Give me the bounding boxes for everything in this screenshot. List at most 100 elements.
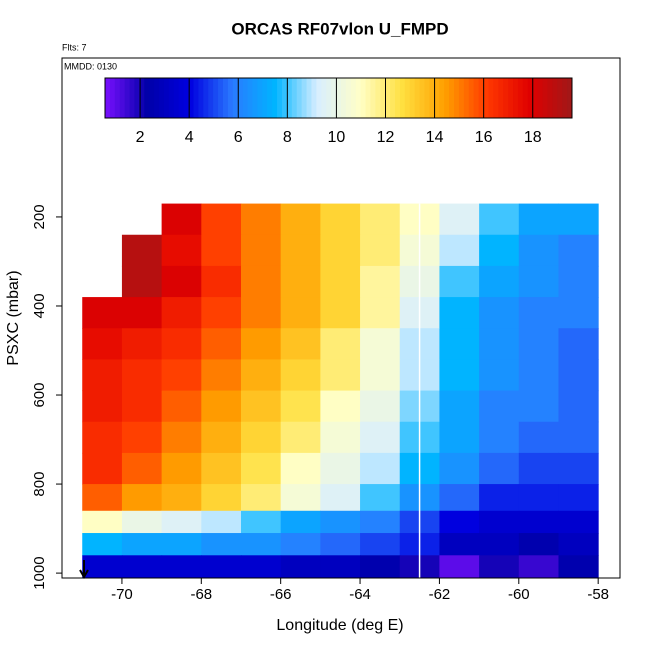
colorbar-band [429, 78, 435, 118]
x-tick-label: -68 [190, 586, 212, 603]
heat-cell [121, 359, 163, 392]
colorbar-band [522, 78, 529, 118]
colorbar-band [380, 78, 386, 118]
heat-cell [320, 234, 361, 267]
heat-cell [479, 510, 520, 534]
heat-cell [82, 390, 123, 423]
heat-cell [320, 203, 361, 236]
heat-cell [479, 452, 520, 485]
colorbar-band [154, 78, 160, 118]
colorbar-band [365, 78, 371, 118]
heat-cell [240, 510, 282, 534]
heat-cell [161, 510, 202, 534]
heat-cell [320, 510, 361, 534]
y-tick-label: 800 [31, 472, 48, 497]
y-tick-label: 600 [31, 383, 48, 408]
heat-cell [558, 265, 599, 298]
heat-cell [558, 203, 599, 236]
colorbar-band [454, 78, 460, 118]
heat-cell [280, 328, 321, 360]
colorbar-band [163, 78, 170, 118]
colorbar-band [395, 78, 401, 118]
heat-cell [439, 359, 480, 392]
heat-cell [240, 328, 282, 360]
heat-cell [121, 297, 163, 329]
heat-cell [558, 421, 599, 454]
heat-cell [479, 265, 520, 298]
heat-cell [360, 297, 401, 329]
heat-cell [439, 328, 480, 360]
heat-cell [240, 234, 282, 267]
colorbar-band [129, 78, 135, 118]
heat-cell [280, 421, 321, 454]
heat-cell [320, 555, 361, 579]
heat-cell [518, 297, 559, 329]
heat-cell [240, 421, 282, 454]
heat-cell [82, 359, 123, 392]
colorbar-tick-label: 12 [377, 129, 395, 146]
heat-cell [201, 234, 242, 267]
colorbar-band [493, 78, 499, 118]
heat-cell [161, 421, 202, 454]
heat-cell [518, 421, 559, 454]
colorbar-band [385, 78, 391, 118]
colorbar-band [439, 78, 445, 118]
colorbar-band [424, 78, 430, 118]
heat-cell [161, 297, 202, 329]
colorbar-band [168, 78, 175, 118]
heat-cell [121, 234, 163, 267]
heat-cell [161, 359, 202, 392]
colorbar-band [557, 78, 563, 118]
colorbar-band [227, 78, 234, 118]
colorbar-tick-label: 14 [426, 129, 444, 146]
heat-cell [558, 359, 599, 392]
colorbar-band [247, 78, 253, 118]
x-axis-label: Longitude (deg E) [276, 617, 403, 634]
colorbar-band [345, 78, 352, 118]
heat-cell [161, 234, 202, 267]
colorbar-band [203, 78, 209, 118]
heat-cell [518, 390, 559, 423]
colorbar-band [188, 78, 194, 118]
heat-cell [360, 533, 401, 556]
heat-cell [240, 452, 282, 485]
colorbar-band [291, 78, 298, 118]
heat-cell [518, 533, 559, 556]
x-tick-label: -60 [508, 586, 530, 603]
heat-cell [201, 452, 242, 485]
heat-cell [360, 510, 401, 534]
heat-cell [161, 555, 202, 579]
colorbar-band [119, 78, 126, 118]
colorbar-band [109, 78, 116, 118]
heat-cell [161, 265, 202, 298]
heat-cell [280, 203, 321, 236]
heat-cell [161, 203, 202, 236]
heat-cell [439, 555, 480, 579]
colorbar-band [503, 78, 509, 118]
colorbar-band [237, 78, 244, 118]
x-tick-label: -70 [111, 586, 133, 603]
heat-cell [320, 359, 361, 392]
heat-cell [280, 555, 321, 579]
heat-cell [82, 452, 123, 485]
heat-cell [320, 452, 361, 485]
heat-cell [280, 510, 321, 534]
colorbar-band [409, 78, 416, 118]
colorbar-band [517, 78, 524, 118]
colorbar-band [355, 78, 362, 118]
heat-cell [479, 234, 520, 267]
colorbar-band [124, 78, 131, 118]
colorbar-band [513, 78, 519, 118]
heat-cell [121, 533, 163, 556]
colorbar-tick-label: 10 [328, 129, 346, 146]
colorbar-band [257, 78, 263, 118]
colorbar-band [350, 78, 357, 118]
heat-cell [518, 510, 559, 534]
heat-cell [240, 359, 282, 392]
colorbar-band [370, 78, 376, 118]
colorbar-band [144, 78, 150, 118]
heat-cell [280, 359, 321, 392]
colorbar-band [286, 78, 293, 118]
x-tick-label: -64 [349, 586, 371, 603]
colorbar-band [306, 78, 312, 118]
